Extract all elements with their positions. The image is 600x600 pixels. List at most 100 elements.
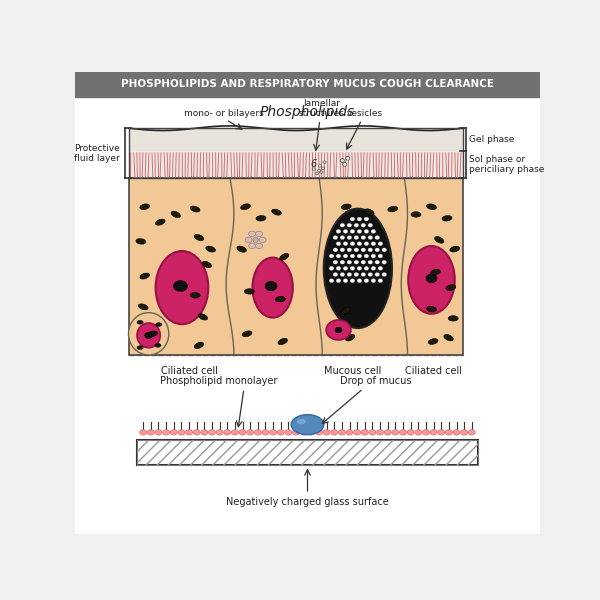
Ellipse shape — [239, 430, 246, 435]
Ellipse shape — [248, 243, 256, 248]
Ellipse shape — [384, 430, 391, 435]
Text: Phospholipids: Phospholipids — [260, 105, 355, 119]
Ellipse shape — [326, 320, 351, 340]
Ellipse shape — [148, 331, 157, 337]
Ellipse shape — [364, 242, 369, 245]
Ellipse shape — [343, 266, 348, 270]
Ellipse shape — [430, 430, 437, 435]
Ellipse shape — [340, 260, 345, 264]
Ellipse shape — [245, 237, 252, 242]
Ellipse shape — [331, 430, 338, 435]
Ellipse shape — [155, 251, 208, 324]
Ellipse shape — [426, 274, 437, 283]
Ellipse shape — [336, 254, 341, 258]
Ellipse shape — [319, 165, 322, 167]
Text: mono- or bilayers: mono- or bilayers — [184, 109, 263, 118]
Ellipse shape — [140, 430, 146, 435]
Ellipse shape — [190, 293, 200, 298]
Ellipse shape — [340, 274, 350, 279]
Ellipse shape — [340, 158, 344, 163]
Ellipse shape — [453, 430, 460, 435]
Ellipse shape — [340, 223, 345, 227]
Ellipse shape — [139, 304, 148, 310]
Ellipse shape — [193, 430, 200, 435]
Ellipse shape — [244, 289, 254, 294]
Ellipse shape — [353, 430, 361, 435]
Ellipse shape — [422, 430, 430, 435]
Ellipse shape — [208, 430, 215, 435]
Ellipse shape — [368, 272, 373, 277]
Ellipse shape — [224, 430, 231, 435]
Ellipse shape — [315, 172, 319, 175]
Ellipse shape — [340, 272, 345, 277]
Ellipse shape — [444, 334, 453, 341]
Ellipse shape — [357, 279, 362, 283]
Ellipse shape — [336, 279, 341, 283]
Ellipse shape — [445, 430, 452, 435]
Ellipse shape — [371, 229, 376, 233]
Ellipse shape — [320, 171, 323, 173]
Ellipse shape — [361, 236, 365, 239]
Ellipse shape — [407, 430, 414, 435]
Ellipse shape — [354, 236, 359, 239]
Ellipse shape — [378, 242, 383, 245]
Ellipse shape — [343, 254, 348, 258]
Ellipse shape — [140, 204, 150, 209]
Ellipse shape — [357, 266, 362, 270]
Ellipse shape — [378, 266, 383, 270]
Ellipse shape — [275, 296, 286, 302]
Ellipse shape — [333, 248, 338, 252]
Ellipse shape — [347, 272, 352, 277]
Ellipse shape — [323, 430, 330, 435]
Ellipse shape — [206, 246, 215, 252]
Ellipse shape — [333, 260, 338, 264]
Ellipse shape — [347, 236, 352, 239]
Ellipse shape — [293, 430, 299, 435]
Ellipse shape — [434, 236, 444, 243]
Ellipse shape — [343, 279, 348, 283]
Ellipse shape — [364, 266, 369, 270]
Ellipse shape — [140, 273, 149, 279]
Text: Gel phase: Gel phase — [469, 135, 514, 144]
Text: Sol phase or
periciliary phase: Sol phase or periciliary phase — [469, 155, 544, 175]
Ellipse shape — [361, 223, 365, 227]
Ellipse shape — [365, 209, 374, 215]
Ellipse shape — [322, 167, 325, 169]
Ellipse shape — [442, 215, 452, 221]
Ellipse shape — [346, 334, 355, 341]
Ellipse shape — [350, 266, 355, 270]
Ellipse shape — [185, 430, 193, 435]
Ellipse shape — [382, 272, 386, 277]
Ellipse shape — [364, 217, 369, 221]
Ellipse shape — [350, 279, 355, 283]
Ellipse shape — [361, 430, 368, 435]
Ellipse shape — [291, 415, 324, 434]
Ellipse shape — [178, 430, 185, 435]
Ellipse shape — [148, 430, 154, 435]
Ellipse shape — [343, 229, 348, 233]
Text: Ciliated cell: Ciliated cell — [404, 366, 461, 376]
Ellipse shape — [216, 430, 223, 435]
Ellipse shape — [128, 313, 169, 355]
Ellipse shape — [155, 323, 162, 326]
Text: PHOSPHOLIPIDS AND RESPIRATORY MUCUS COUGH CLEARANCE: PHOSPHOLIPIDS AND RESPIRATORY MUCUS COUG… — [121, 79, 494, 89]
Ellipse shape — [382, 248, 386, 252]
Ellipse shape — [265, 281, 277, 290]
Ellipse shape — [173, 281, 187, 292]
Ellipse shape — [336, 242, 341, 245]
Ellipse shape — [428, 338, 438, 344]
Ellipse shape — [253, 257, 293, 317]
Ellipse shape — [361, 260, 365, 264]
Bar — [129, 151, 463, 178]
Ellipse shape — [241, 204, 250, 209]
Ellipse shape — [430, 269, 440, 275]
Ellipse shape — [364, 279, 369, 283]
Ellipse shape — [247, 430, 254, 435]
Ellipse shape — [354, 260, 359, 264]
Ellipse shape — [237, 246, 247, 252]
Ellipse shape — [145, 332, 152, 338]
Ellipse shape — [242, 331, 252, 337]
Text: Negatively charged glass surface: Negatively charged glass surface — [226, 497, 389, 507]
Ellipse shape — [343, 242, 348, 245]
Ellipse shape — [378, 254, 383, 258]
